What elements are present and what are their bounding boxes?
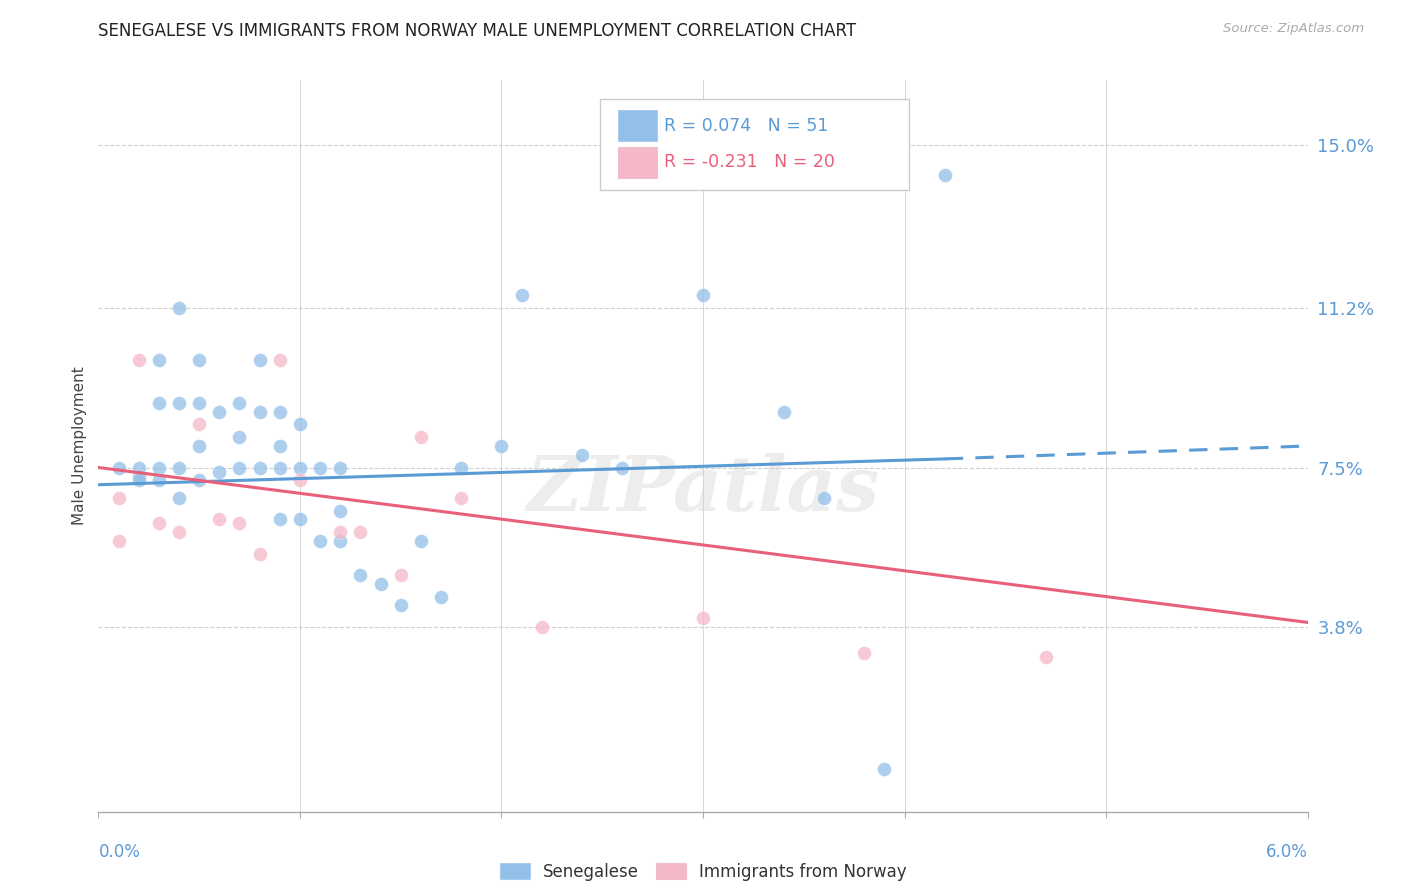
Point <box>208 404 231 418</box>
Point <box>107 460 129 475</box>
Point <box>612 460 634 475</box>
Point <box>208 465 231 479</box>
Y-axis label: Male Unemployment: Male Unemployment <box>72 367 87 525</box>
Point <box>249 404 271 418</box>
Point <box>813 491 835 505</box>
Point <box>167 301 190 316</box>
Point <box>772 404 794 418</box>
Point <box>450 491 472 505</box>
Point <box>329 524 352 539</box>
Text: ZIPatlas: ZIPatlas <box>526 453 880 527</box>
Point <box>249 460 271 475</box>
Point <box>329 533 352 548</box>
Point <box>208 512 231 526</box>
Point <box>692 288 714 302</box>
Point <box>389 598 412 612</box>
Point <box>188 396 211 410</box>
Text: R = -0.231   N = 20: R = -0.231 N = 20 <box>664 153 835 171</box>
Point <box>510 288 533 302</box>
Point <box>148 396 170 410</box>
Point <box>228 516 250 531</box>
Point <box>167 524 190 539</box>
Point <box>167 396 190 410</box>
Point <box>692 611 714 625</box>
Point <box>389 568 412 582</box>
Point <box>228 460 250 475</box>
Point <box>249 353 271 368</box>
Point <box>228 396 250 410</box>
Point <box>349 524 371 539</box>
Text: R = 0.074   N = 51: R = 0.074 N = 51 <box>664 117 828 135</box>
Point <box>430 590 453 604</box>
FancyBboxPatch shape <box>619 111 657 141</box>
Point <box>148 460 170 475</box>
Point <box>288 460 311 475</box>
FancyBboxPatch shape <box>619 147 657 178</box>
Point <box>571 448 593 462</box>
Point <box>148 474 170 488</box>
Point <box>1035 649 1057 664</box>
Point <box>269 404 291 418</box>
Point <box>288 474 311 488</box>
Point <box>269 439 291 453</box>
Point <box>853 646 876 660</box>
Point <box>309 533 332 548</box>
Point <box>188 353 211 368</box>
Point <box>873 762 896 776</box>
Text: Source: ZipAtlas.com: Source: ZipAtlas.com <box>1223 22 1364 36</box>
Point <box>107 533 129 548</box>
Text: 6.0%: 6.0% <box>1265 843 1308 861</box>
FancyBboxPatch shape <box>600 99 908 190</box>
Point <box>269 512 291 526</box>
Point <box>288 512 311 526</box>
Point <box>188 439 211 453</box>
Point <box>530 620 553 634</box>
Point <box>148 516 170 531</box>
Point <box>409 533 432 548</box>
Point <box>491 439 513 453</box>
Point <box>450 460 472 475</box>
Point <box>934 168 956 182</box>
Point <box>409 430 432 444</box>
Point <box>128 469 150 483</box>
Point <box>188 474 211 488</box>
Point <box>107 491 129 505</box>
Legend: Senegalese, Immigrants from Norway: Senegalese, Immigrants from Norway <box>494 856 912 888</box>
Point <box>128 353 150 368</box>
Point <box>269 460 291 475</box>
Point <box>128 460 150 475</box>
Point <box>309 460 332 475</box>
Point <box>167 491 190 505</box>
Point <box>228 430 250 444</box>
Text: SENEGALESE VS IMMIGRANTS FROM NORWAY MALE UNEMPLOYMENT CORRELATION CHART: SENEGALESE VS IMMIGRANTS FROM NORWAY MAL… <box>98 22 856 40</box>
Point <box>288 417 311 432</box>
Point <box>370 576 392 591</box>
Point <box>249 547 271 561</box>
Point <box>329 503 352 517</box>
Point <box>167 460 190 475</box>
Point <box>329 460 352 475</box>
Point <box>128 474 150 488</box>
Text: 0.0%: 0.0% <box>98 843 141 861</box>
Point <box>148 353 170 368</box>
Point <box>269 353 291 368</box>
Point <box>188 417 211 432</box>
Point <box>349 568 371 582</box>
